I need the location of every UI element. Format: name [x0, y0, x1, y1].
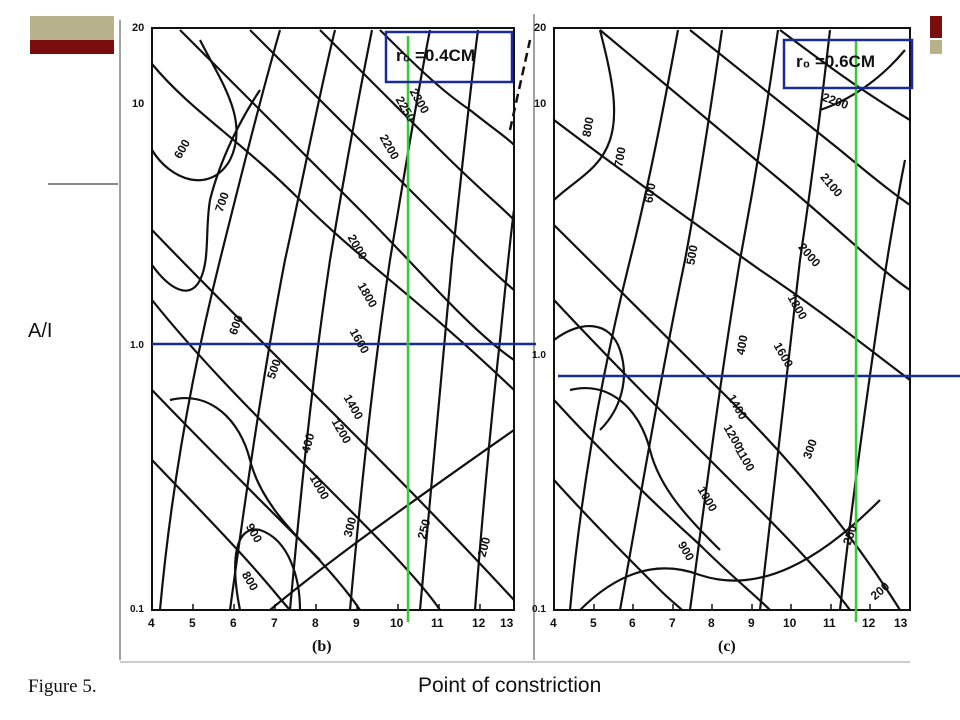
- panel-c-ytick-1: 10: [534, 98, 547, 110]
- c-contour-c2: [599, 29, 911, 291]
- panel-c-xtick-4: 8: [708, 616, 715, 630]
- panel-c-ytick-3: 0.1: [532, 604, 546, 615]
- c-contour-loop-mid: [553, 325, 625, 431]
- c-contour-c1: [553, 119, 911, 381]
- b-steep-4: [348, 29, 432, 611]
- panel-b-xtick-4: 8: [312, 616, 319, 630]
- figure-caption: Figure 5.: [28, 676, 97, 697]
- panel-c-xtick-8: 12: [862, 616, 876, 630]
- b-contour-c5: [379, 29, 515, 146]
- panel-b-radius-label: r₀ =0.4CM: [396, 46, 475, 65]
- panel-c-xtick-5: 9: [748, 616, 755, 630]
- c-contour-c7: [553, 399, 771, 611]
- panel-b-xtick-3: 7: [271, 616, 278, 630]
- tick-marks: [151, 604, 871, 610]
- b-contour-300-arc: [269, 429, 515, 611]
- c-steep-1: [568, 29, 680, 611]
- b-contour-c6: [151, 229, 515, 601]
- b-contour-loop-low: [169, 397, 321, 561]
- panel-b-sublabel: (b): [312, 638, 332, 655]
- c-contour-loop-low: [569, 387, 721, 551]
- b-steep-1: [158, 29, 282, 611]
- panel-c-xtick-7: 11: [823, 616, 836, 630]
- c-contour-c6: [553, 299, 851, 611]
- slide-dash-mark: [508, 39, 532, 131]
- bottom-caption: Point of constriction: [418, 674, 602, 697]
- panel-b-xtick-0: 4: [148, 616, 155, 630]
- panel-c-sublabel: (c): [718, 638, 736, 655]
- panel-c-ytick-2: 1.0: [532, 350, 546, 361]
- panel-b-xtick-6: 10: [390, 616, 404, 630]
- panel-c-xtick-3: 7: [669, 616, 676, 630]
- panel-c-xtick-9: 13: [894, 616, 908, 630]
- panel-b-ytick-3: 0.1: [130, 604, 144, 615]
- c-steep-2: [618, 29, 724, 611]
- b-contour-c3: [249, 29, 515, 291]
- c-contour-c3: [689, 29, 911, 206]
- panel-b-xtick-9: 13: [500, 616, 514, 630]
- panel-c-xtick-1: 5: [590, 616, 597, 630]
- c-contour-loop-top: [553, 29, 616, 201]
- panel-c-xtick-6: 10: [783, 616, 797, 630]
- panel-b-frame: [151, 27, 515, 611]
- b-contour-loop-mid: [151, 89, 261, 292]
- panel-b-ytick-1: 10: [132, 98, 145, 110]
- b-contour-loop-top: [151, 39, 238, 182]
- panel-b-ytick-0: 20: [132, 22, 145, 34]
- panel-c-xtick-2: 6: [629, 616, 636, 630]
- panel-c-frame: [553, 27, 911, 611]
- corner-block-olive-left: [30, 16, 114, 40]
- radius-box-c-frame: [782, 38, 914, 90]
- panel-c-xtick-0: 4: [550, 616, 557, 630]
- panel-b-xtick-7: 11: [431, 616, 444, 630]
- b-steep-3: [288, 29, 374, 611]
- b-steep-2: [228, 29, 337, 611]
- b-steep-5: [418, 29, 480, 611]
- panel-c-radius-label: r₀ =0.6CM: [796, 52, 875, 71]
- y-axis-label: A/I: [28, 320, 53, 342]
- c-contour-c8: [553, 479, 683, 611]
- panel-b-xtick-8: 12: [472, 616, 486, 630]
- b-contour-c8: [151, 389, 361, 611]
- panel-b-ytick-2: 1.0: [130, 340, 144, 351]
- b-contour-c2: [179, 29, 515, 361]
- c-steep-3: [688, 29, 780, 611]
- c-contour-bottom-arc: [579, 499, 881, 611]
- panel-c-ytick-0: 20: [534, 22, 547, 34]
- panel-b-xtick-5: 9: [353, 616, 360, 630]
- panel-b-contours: [151, 29, 516, 611]
- b-contour-c7: [151, 299, 441, 611]
- radius-box-b-frame: [384, 30, 514, 84]
- corner-block-olive-right: [930, 40, 942, 54]
- corner-block-red-right: [930, 16, 942, 38]
- c-contour-c5: [553, 224, 901, 611]
- panel-b-xtick-1: 5: [189, 616, 196, 630]
- corner-block-red-left: [30, 40, 114, 54]
- c-steep-4: [758, 29, 832, 611]
- b-contour-c4: [319, 29, 515, 221]
- b-steep-6: [473, 209, 516, 611]
- panel-b-xtick-2: 6: [230, 616, 237, 630]
- c-steep-5: [838, 159, 907, 611]
- b-contour-c1: [151, 63, 515, 391]
